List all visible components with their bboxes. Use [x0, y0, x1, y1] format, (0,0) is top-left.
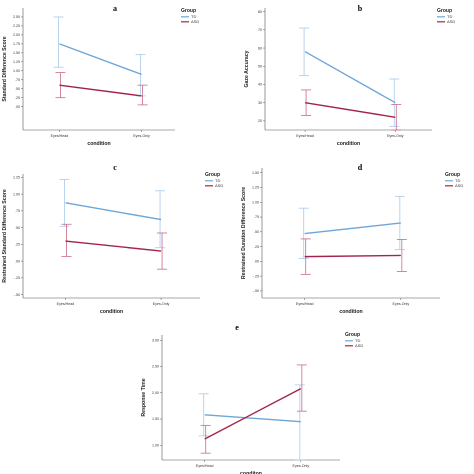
legend-label: ASD	[447, 19, 455, 24]
series-line-asd	[204, 387, 302, 440]
series-line-asd	[65, 240, 162, 252]
x-tick-label: Eyes-Only	[293, 464, 310, 468]
series-line-td	[65, 202, 162, 221]
y-tick-label: 2.00	[13, 33, 20, 37]
panel-letter: a	[113, 4, 117, 13]
y-tick-label: -.50	[14, 293, 20, 297]
x-axis-title: condition	[339, 309, 362, 315]
y-tick-label: 30	[258, 101, 262, 105]
y-tick-label: .50	[15, 226, 20, 230]
y-tick-label: 1.50	[152, 417, 159, 421]
y-tick-label: 50	[258, 64, 262, 68]
panel-letter: b	[358, 4, 363, 13]
y-tick-label: .25	[15, 96, 20, 100]
x-tick-label: Eyes-Only	[387, 134, 404, 138]
y-tick-label: 2.50	[152, 365, 159, 369]
x-axis-title: condition	[337, 141, 360, 147]
y-tick-label: 1.00	[252, 200, 259, 204]
series-line-td	[59, 43, 142, 76]
x-tick-label: Eyes/Head	[196, 464, 214, 468]
legend-label: TD	[215, 178, 220, 183]
y-axis-title: Restrained Standard Difference Score	[2, 189, 8, 283]
chart-panel-d: d -.50 -.25 .00 .25 .50 .75 1.00 1.25 1.50 Eyes/He…	[241, 163, 463, 315]
y-tick-label: 1.50	[252, 171, 259, 175]
y-tick-label: .50	[254, 230, 259, 234]
y-tick-label: .50	[15, 87, 20, 91]
y-tick-label: 3.00	[152, 338, 159, 342]
legend-label: ASD	[455, 183, 463, 188]
y-tick-label: .75	[254, 215, 259, 219]
y-tick-label: 1.25	[13, 176, 20, 180]
y-tick-label: 1.75	[13, 42, 20, 46]
series-line-asd	[304, 101, 396, 118]
chart-panel-b: b 20 30 40 50 60 70 80 Eyes/Head Eyes-Only conditi…	[244, 4, 455, 147]
y-tick-label: .00	[15, 105, 20, 109]
y-tick-label: 1.00	[13, 69, 20, 73]
y-tick-label: .25	[254, 245, 259, 249]
legend-label: ASD	[191, 19, 199, 24]
series-line-td	[304, 222, 401, 235]
y-axis-title: Gaze Accuracy	[244, 50, 250, 87]
y-tick-label: .25	[15, 243, 20, 247]
y-tick-label: .00	[254, 260, 259, 264]
x-tick-label: Eyes/Head	[296, 134, 314, 138]
y-tick-label: 2.25	[13, 24, 20, 28]
y-tick-label: 1.00	[13, 192, 20, 196]
y-tick-label: 80	[258, 10, 262, 14]
series-line-td	[204, 414, 301, 423]
legend-label: TD	[355, 338, 360, 343]
panel-letter: c	[113, 163, 117, 172]
x-tick-label: Eyes-Only	[393, 302, 410, 306]
x-axis-title: condition	[87, 141, 110, 147]
legend-label: TD	[455, 178, 460, 183]
y-axis-title: Standard Difference Score	[2, 36, 8, 101]
y-tick-label: .75	[15, 78, 20, 82]
y-tick-label: 1.50	[13, 51, 20, 55]
x-tick-label: Eyes/Head	[296, 302, 314, 306]
panel-letter: e	[235, 323, 239, 332]
y-tick-label: 1.25	[252, 186, 259, 190]
legend-title: Group	[437, 8, 452, 14]
series-line-td	[304, 51, 396, 104]
chart-panel-e: e 1.00 1.50 2.00 2.50 3.00 Eyes/Head Eyes-Only c…	[141, 323, 363, 474]
x-axis-title: conditon	[240, 471, 262, 474]
legend-label: TD	[447, 14, 452, 19]
y-tick-label: 2.50	[13, 15, 20, 19]
y-tick-label: 40	[258, 83, 262, 87]
y-axis-title: Response Time	[141, 378, 147, 416]
y-tick-label: -.50	[253, 289, 259, 293]
x-tick-label: Eyes-Only	[133, 134, 150, 138]
series-line-asd	[304, 254, 401, 258]
x-tick-label: Eyes/Head	[57, 302, 75, 306]
y-tick-label: 20	[258, 119, 262, 123]
series-line-asd	[59, 84, 142, 97]
y-tick-label: .00	[15, 259, 20, 263]
chart-panel-a: a .00 .25 .50 .75 1.00 1.25 1.50 1.75 2.00 2.25 2.5…	[2, 4, 199, 147]
y-axis-title: Restrained Duration Difference Score	[241, 187, 247, 279]
chart-panel-c: c -.50 -.25 .00 .25 .50 .75 1.00 1.25 Eyes/Head Ey…	[2, 163, 223, 315]
y-tick-label: 70	[258, 28, 262, 32]
x-axis-title: condition	[100, 309, 123, 315]
panel-letter: d	[358, 163, 363, 172]
y-tick-label: -.25	[253, 274, 259, 278]
x-tick-label: Eyes-Only	[153, 302, 170, 306]
y-tick-label: 1.00	[152, 443, 159, 447]
y-tick-label: 2.00	[152, 391, 159, 395]
legend-label: ASD	[215, 183, 223, 188]
legend-label: ASD	[355, 343, 363, 348]
y-tick-label: -.25	[14, 276, 20, 280]
legend-title: Group	[445, 172, 460, 178]
legend-label: TD	[191, 14, 196, 19]
y-tick-label: .75	[15, 209, 20, 213]
legend-title: Group	[345, 332, 360, 338]
y-tick-label: 60	[258, 46, 262, 50]
legend-title: Group	[181, 8, 196, 14]
legend-title: Group	[205, 172, 220, 178]
y-tick-label: 1.25	[13, 60, 20, 64]
x-tick-label: Eyes/Head	[51, 134, 69, 138]
